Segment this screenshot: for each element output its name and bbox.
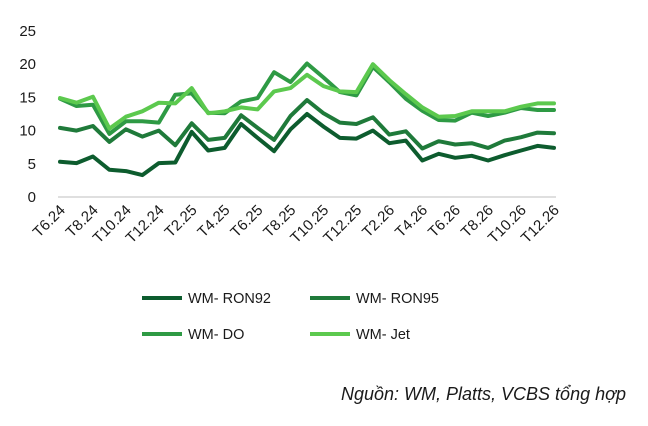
y-tick-label: 15 (19, 89, 36, 106)
y-tick-label: 25 (19, 23, 36, 40)
x-tick-label: T6.26 (425, 202, 464, 241)
legend-label: WM- DO (188, 327, 244, 343)
series-line-1 (58, 112, 556, 178)
x-tick-label: T4.25 (194, 202, 233, 241)
x-axis: T6.24T8.24T10.24T12.24T2.25T4.25T6.25T8.… (30, 202, 563, 247)
legend-label: WM- Jet (356, 327, 410, 343)
y-tick-label: 10 (19, 123, 36, 140)
x-tick-label: T2.25 (161, 202, 200, 241)
series-line-4 (58, 62, 556, 131)
legend: WM- RON92 WM- RON95 WM- DO WM- Jet (142, 291, 439, 343)
legend-label: WM- RON92 (188, 291, 271, 307)
y-axis: 0 5 10 15 20 25 (19, 23, 36, 206)
x-tick-label: T4.26 (392, 202, 431, 241)
x-tick-label: T6.24 (30, 202, 69, 241)
y-tick-label: 0 (28, 189, 36, 206)
legend-label: WM- RON95 (356, 291, 439, 307)
y-tick-label: 5 (28, 156, 36, 173)
series-lines (58, 61, 556, 178)
y-tick-label: 20 (19, 56, 36, 73)
series-line-2 (58, 98, 556, 151)
x-tick-label: T2.26 (359, 202, 398, 241)
x-tick-label: T6.25 (227, 202, 266, 241)
source-note: Nguồn: WM, Platts, VCBS tổng hợp (340, 384, 626, 404)
